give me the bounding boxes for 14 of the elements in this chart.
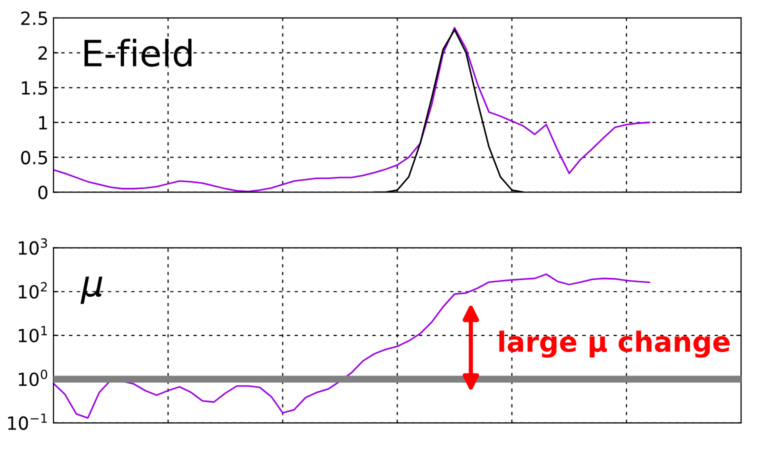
y-tick-label: 10$^{3}$	[18, 238, 48, 255]
y-tick-label: 0.5	[21, 150, 48, 164]
y-tick-label: 10$^{1}$	[18, 326, 47, 342]
y-tick-label: 2.5	[21, 11, 48, 26]
text: μ	[80, 276, 102, 304]
y-tick-label: 2	[38, 46, 47, 60]
y-tick-label: 0	[38, 186, 48, 200]
y-tick-label: 1.5	[22, 81, 48, 95]
y-tick-label: 10$^{−1}$	[8, 414, 47, 430]
y-tick-label: 10$^{2}$	[18, 282, 47, 299]
annotation: large μ change	[499, 330, 730, 358]
y-tick-label: 10$^{0}$	[18, 370, 48, 386]
chart-title: E-field	[84, 38, 192, 67]
y-tick-label: 1	[39, 116, 47, 130]
